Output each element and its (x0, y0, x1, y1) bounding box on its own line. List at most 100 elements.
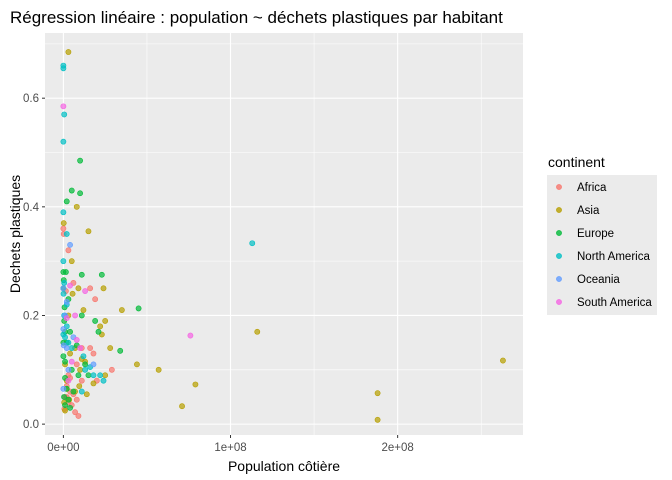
data-point-north-america (60, 258, 67, 265)
data-point-oceania (63, 299, 70, 305)
data-point-europe (65, 396, 72, 403)
data-point-africa (60, 225, 67, 232)
data-point-south-america (67, 282, 73, 289)
data-point-oceania (60, 326, 67, 332)
legend-key-background (547, 175, 657, 315)
data-point-europe (61, 394, 67, 400)
data-point-europe (67, 328, 73, 335)
axis-ticks: 0e+00 1e+08 2e+08 0.0 0.2 0.4 0.6 (23, 93, 414, 454)
data-point-europe (135, 305, 142, 312)
data-point-asia (134, 361, 140, 368)
data-point-asia (374, 416, 381, 423)
legend-key-asia (556, 207, 562, 213)
data-point-europe (63, 198, 70, 205)
legend-label-oceania: Oceania (577, 274, 620, 286)
data-point-south-america (73, 337, 80, 343)
legend-key-south-america (556, 299, 562, 305)
data-point-europe (95, 328, 102, 335)
data-point-oceania (65, 366, 72, 373)
data-point-asia (254, 328, 261, 335)
data-point-africa (72, 409, 78, 416)
legend-label-europe: Europe (577, 228, 614, 240)
data-point-europe (62, 269, 69, 275)
grid-lines (45, 33, 523, 435)
data-point-north-america (62, 334, 68, 341)
data-point-north-america (61, 111, 68, 118)
data-point-asia (67, 350, 73, 357)
data-point-europe (68, 187, 75, 194)
data-point-south-america (77, 345, 83, 351)
data-point-oceania (60, 285, 67, 292)
data-point-asia (107, 345, 114, 351)
data-point-europe (77, 157, 83, 164)
data-point-asia (80, 307, 87, 313)
data-point-asia (102, 318, 109, 324)
chart-title: Régression linéaire : population ~ déche… (10, 8, 503, 27)
data-point-europe (82, 361, 89, 368)
plot-panel (45, 33, 523, 435)
data-point-asia (77, 366, 83, 373)
data-point-europe (62, 402, 68, 409)
data-point-north-america (63, 231, 70, 237)
data-point-south-america (63, 315, 70, 322)
data-points (60, 49, 506, 423)
legend-label-north-america: North America (577, 251, 650, 263)
data-point-north-america (61, 279, 68, 286)
legend-label-africa: Africa (577, 182, 607, 194)
y-axis-title: Dechets plastiques (7, 175, 23, 293)
data-point-asia (62, 407, 68, 414)
x-axis-title: Population côtière (228, 458, 340, 474)
data-point-asia (68, 258, 75, 265)
data-point-europe (92, 318, 99, 324)
data-point-asia (97, 323, 104, 330)
data-point-africa (75, 413, 82, 419)
data-point-asia (500, 357, 506, 364)
data-point-asia (83, 391, 90, 398)
legend-title: continent (548, 154, 605, 170)
legend-key-africa (556, 184, 562, 190)
data-point-europe (85, 372, 92, 379)
data-point-asia (118, 307, 125, 313)
data-point-south-america (82, 288, 89, 294)
data-point-south-america (60, 103, 67, 110)
data-point-europe (98, 271, 105, 278)
data-point-europe (62, 358, 68, 365)
data-point-asia (73, 203, 80, 210)
data-point-north-america (90, 372, 97, 379)
data-point-europe (67, 404, 73, 411)
data-point-north-america (60, 65, 67, 72)
x-tick-label: 1e+08 (214, 442, 246, 454)
data-point-asia (90, 380, 97, 387)
y-tick-label: 0.2 (23, 310, 39, 322)
data-point-europe (77, 190, 83, 197)
y-tick-label: 0.6 (23, 93, 39, 105)
data-point-asia (192, 381, 199, 388)
data-point-europe (78, 271, 85, 278)
data-point-north-america (82, 366, 89, 373)
data-point-north-america (249, 240, 256, 247)
data-point-north-america (80, 353, 87, 360)
data-point-africa (73, 361, 80, 368)
data-point-north-america (68, 345, 75, 351)
data-point-africa (90, 350, 97, 357)
data-point-south-america (187, 332, 194, 339)
data-point-asia (102, 372, 109, 379)
legend-key-oceania (556, 276, 562, 282)
data-point-south-america (72, 312, 78, 319)
x-tick-label: 0e+00 (47, 442, 79, 454)
data-point-asia (60, 220, 67, 227)
data-point-europe (117, 347, 124, 354)
data-point-north-america (60, 209, 67, 216)
legend-key-north-america (556, 253, 562, 259)
data-point-asia (179, 403, 185, 410)
data-point-africa (92, 296, 99, 303)
data-point-asia (69, 290, 76, 297)
legend-label-asia: Asia (577, 205, 600, 217)
data-point-europe (75, 372, 82, 379)
data-point-europe (70, 388, 77, 395)
data-point-africa (87, 345, 94, 351)
data-point-north-america (60, 138, 67, 145)
data-point-africa (65, 247, 72, 254)
legend-label-south-america: South America (577, 297, 652, 309)
